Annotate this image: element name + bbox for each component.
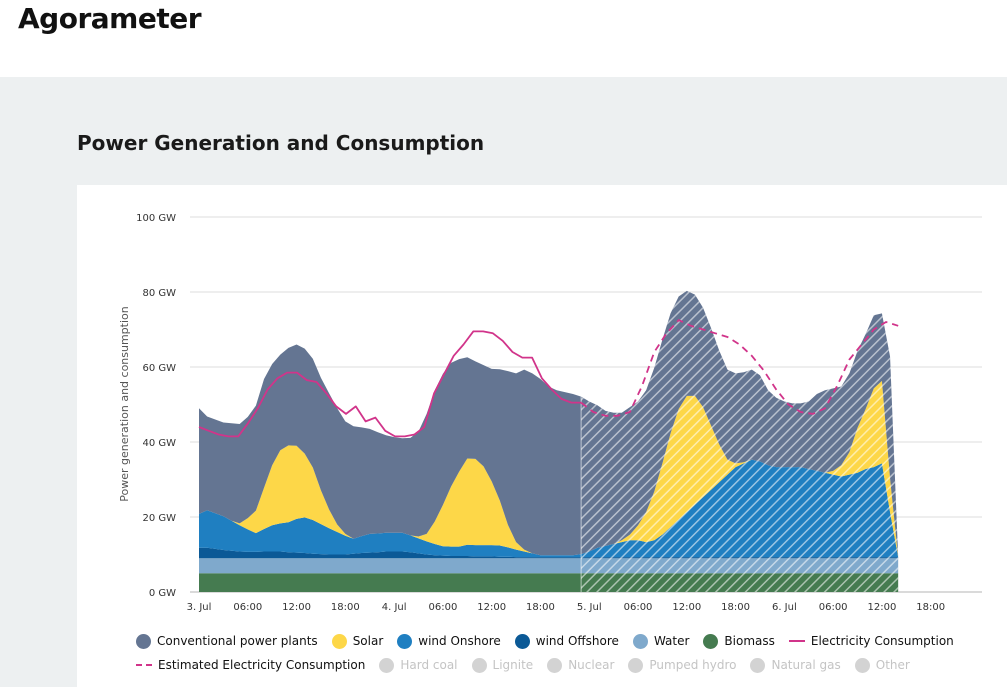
legend-item-natural-gas[interactable]: Natural gas (750, 657, 841, 673)
x-tick-label: 06:00 (428, 602, 457, 613)
x-tick-label: 12:00 (868, 602, 897, 613)
legend-marker-icon (136, 664, 152, 666)
area-conventional-power-plants (199, 290, 899, 558)
x-tick-label: 18:00 (721, 602, 750, 613)
legend-marker-icon (136, 633, 151, 649)
y-tick-label: 80 GW (142, 288, 176, 299)
x-tick-label: 06:00 (624, 602, 653, 613)
legend-item-lignite[interactable]: Lignite (471, 657, 534, 673)
legend-label: Estimated Electricity Consumption (158, 658, 366, 672)
y-tick-label: 20 GW (142, 513, 176, 524)
legend-item-pumped-hydro[interactable]: Pumped hydro (628, 657, 737, 673)
legend-marker-icon (379, 657, 395, 673)
legend-marker-icon (547, 657, 563, 673)
legend-label: Solar (352, 634, 384, 648)
legend-item-hard-coal[interactable]: Hard coal (379, 657, 458, 673)
x-tick-label: 18:00 (526, 602, 555, 613)
x-tick-label: 3. Jul (187, 602, 212, 613)
line-electricity-consumption (198, 330, 582, 438)
x-tick-label: 6. Jul (772, 602, 797, 613)
legend-marker-icon (397, 633, 413, 649)
app-header: Agorameter (0, 0, 1007, 77)
legend-label: Conventional power plants (157, 634, 318, 648)
legend-label: Natural gas (771, 658, 841, 672)
legend-label: Electricity Consumption (810, 634, 954, 648)
legend-item-electricity-consumption[interactable]: Electricity Consumption (788, 634, 954, 648)
legend-label: Water (653, 634, 690, 648)
x-tick-label: 06:00 (233, 602, 262, 613)
legend-item-estimated-electricity-consumption[interactable]: Estimated Electricity Consumption (136, 658, 365, 672)
app-title: Agorameter (18, 2, 202, 35)
legend-item-conventional-power-plants[interactable]: Conventional power plants (136, 633, 318, 649)
x-tick-label: 06:00 (819, 602, 848, 613)
legend-item-other[interactable]: Other (854, 657, 910, 673)
legend-marker-icon (750, 657, 766, 673)
x-tick-label: 12:00 (672, 602, 701, 613)
area-wind-offshore (199, 547, 899, 559)
y-tick-label: 40 GW (142, 438, 176, 449)
chart-legend: Conventional power plants Solar wind Onsho… (136, 629, 996, 677)
legend-marker-icon (514, 633, 530, 649)
legend-marker-icon (628, 657, 644, 673)
legend-marker-icon (703, 633, 719, 649)
legend-item-solar[interactable]: Solar (331, 633, 384, 649)
x-tick-label: 4. Jul (382, 602, 407, 613)
line-estimated-electricity-consumption (580, 319, 899, 417)
x-tick-label: 18:00 (331, 602, 360, 613)
legend-marker-icon (331, 633, 347, 649)
legend-item-nuclear[interactable]: Nuclear (547, 657, 615, 673)
y-tick-label: 0 GW (149, 588, 176, 599)
x-tick-label: 18:00 (916, 602, 945, 613)
section-title: Power Generation and Consumption (77, 131, 485, 155)
legend-marker-icon (632, 633, 648, 649)
legend-label: Nuclear (568, 658, 615, 672)
legend-marker-icon (788, 640, 805, 642)
x-tick-label: 12:00 (282, 602, 311, 613)
legend-item-wind-onshore[interactable]: wind Onshore (397, 633, 501, 649)
legend-label: Hard coal (400, 658, 458, 672)
legend-label: Pumped hydro (649, 658, 737, 672)
legend-item-wind-offshore[interactable]: wind Offshore (514, 633, 619, 649)
legend-label: wind Offshore (535, 634, 619, 648)
legend-label: Other (875, 658, 910, 672)
y-tick-label: 60 GW (142, 363, 176, 374)
x-tick-label: 5. Jul (577, 602, 602, 613)
legend-marker-icon (471, 657, 487, 673)
x-tick-label: 12:00 (477, 602, 506, 613)
legend-item-water[interactable]: Water (632, 633, 690, 649)
legend-item-biomass[interactable]: Biomass (703, 633, 775, 649)
legend-label: wind Onshore (418, 634, 501, 648)
y-axis-title: Power generation and consumption (118, 306, 131, 502)
legend-label: Lignite (492, 658, 534, 672)
forecast-hatch (581, 290, 899, 592)
legend-marker-icon (854, 657, 870, 673)
legend-label: Biomass (724, 634, 775, 648)
y-tick-label: 100 GW (136, 213, 176, 224)
